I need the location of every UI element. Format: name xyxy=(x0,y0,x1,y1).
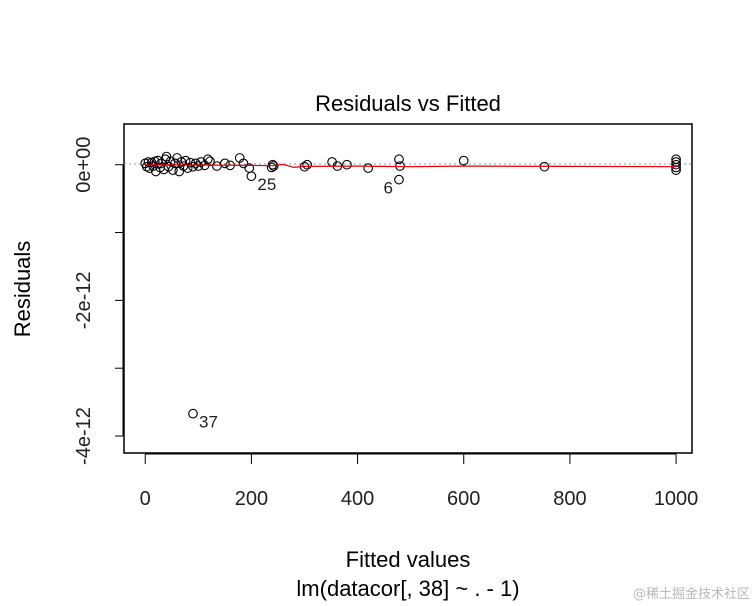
x-tick-label: 1000 xyxy=(654,488,699,510)
data-point xyxy=(170,158,180,169)
plot-frame xyxy=(123,123,693,454)
chart-title: Residuals vs Fitted xyxy=(315,91,501,116)
point-label: 25 xyxy=(257,175,276,194)
point-label: 6 xyxy=(384,179,393,198)
chart-subtitle: lm(datacor[, 38] ~ . - 1) xyxy=(296,576,519,601)
data-point xyxy=(246,171,257,182)
smoother-line xyxy=(145,163,677,169)
data-point xyxy=(302,159,312,170)
x-tick-label: 800 xyxy=(553,488,586,510)
data-points xyxy=(140,151,681,419)
data-point xyxy=(188,161,198,172)
x-tick-label: 400 xyxy=(341,488,374,510)
x-tick-label: 200 xyxy=(235,488,268,510)
data-point xyxy=(167,165,178,175)
data-point xyxy=(671,165,681,175)
y-axis-label: Residuals xyxy=(10,241,35,338)
x-axis: 0 200 400 600 800 1000 xyxy=(140,453,699,510)
data-point xyxy=(220,158,230,169)
data-point xyxy=(190,158,201,169)
y-tick-label: -4e-12 xyxy=(73,407,95,465)
point-labels: 25 6 37 xyxy=(199,175,393,431)
y-tick-label: -2e-12 xyxy=(73,271,95,329)
y-tick-label: 0e+00 xyxy=(73,137,95,193)
data-point xyxy=(188,408,198,419)
x-tick-label: 600 xyxy=(447,488,480,510)
point-label: 37 xyxy=(199,413,218,432)
data-point xyxy=(342,159,352,170)
watermark: @稀土掘金技术社区 xyxy=(632,587,750,602)
data-point xyxy=(671,162,681,173)
x-tick-label: 0 xyxy=(140,488,151,510)
y-axis: 0e+00 -2e-12 -4e-12 xyxy=(73,137,124,465)
data-point xyxy=(458,155,469,166)
data-point xyxy=(394,174,404,185)
data-point xyxy=(238,158,249,169)
data-point xyxy=(671,159,681,170)
data-point xyxy=(394,154,404,165)
data-point xyxy=(182,163,193,173)
x-axis-label: Fitted values xyxy=(346,547,471,572)
data-point xyxy=(203,154,213,165)
data-point xyxy=(363,163,374,173)
